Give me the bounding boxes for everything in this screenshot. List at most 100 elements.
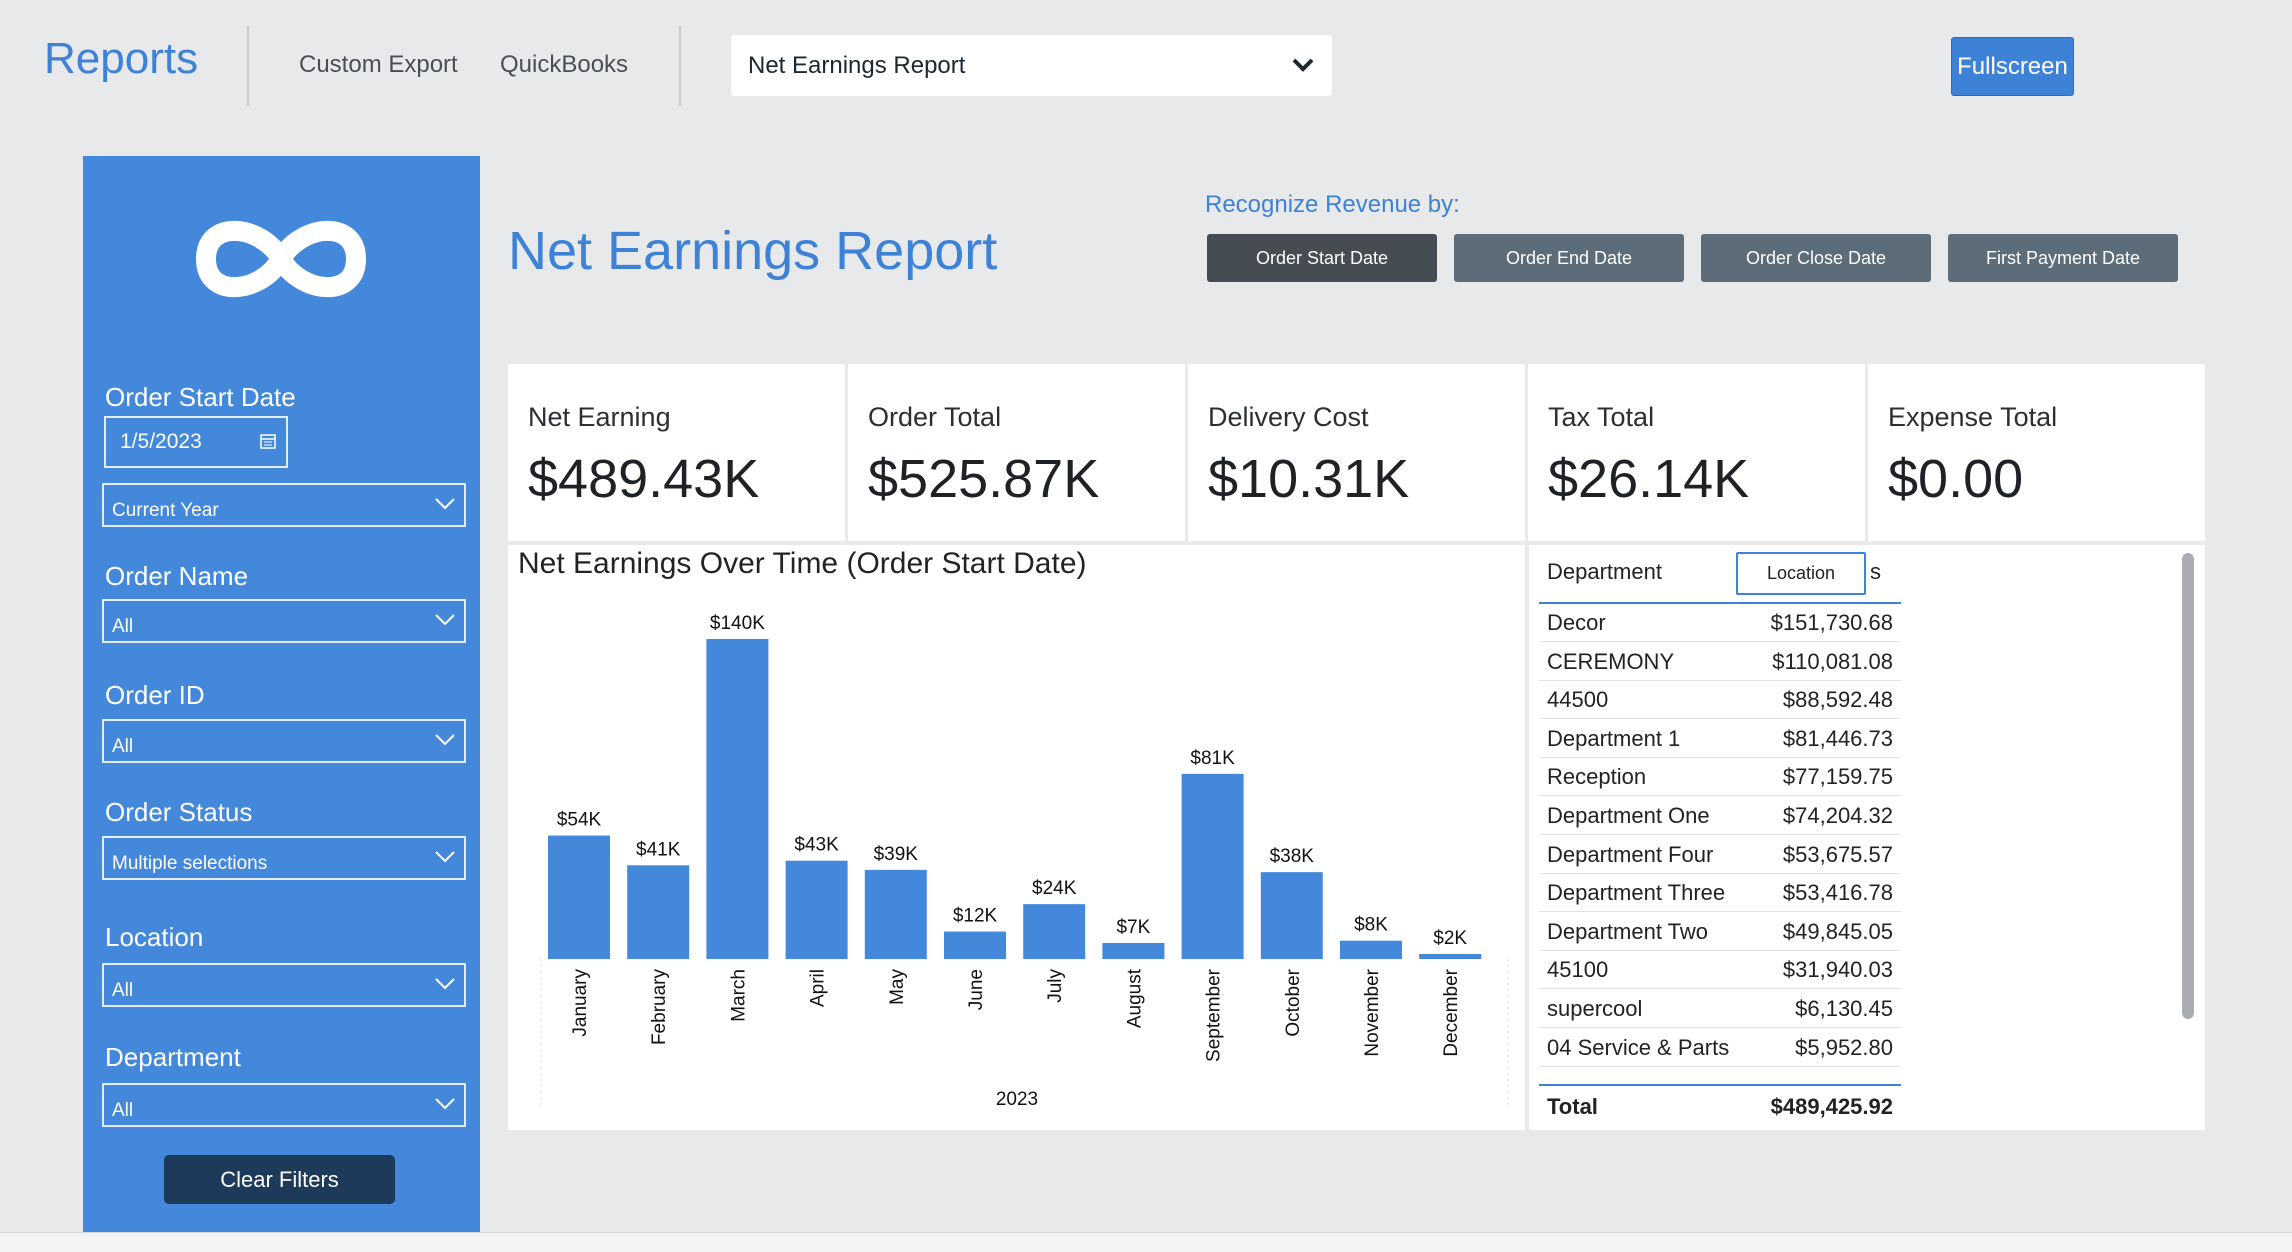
x-tick-label: March bbox=[728, 969, 749, 1022]
table-total-row: Total $489,425.92 bbox=[1539, 1084, 1901, 1130]
bar-data-label: $8K bbox=[1354, 915, 1388, 936]
recognize-first-payment-date-button[interactable]: First Payment Date bbox=[1948, 234, 2178, 282]
bar-january[interactable] bbox=[548, 835, 610, 959]
chevron-down-icon bbox=[435, 734, 455, 746]
header-divider bbox=[1539, 602, 1901, 604]
chevron-down-icon bbox=[435, 851, 455, 863]
nav-link-quickbooks[interactable]: QuickBooks bbox=[500, 51, 629, 78]
fullscreen-button[interactable]: Fullscreen bbox=[1951, 37, 2074, 96]
brand-title[interactable]: Reports bbox=[44, 34, 199, 83]
calendar-icon[interactable] bbox=[260, 433, 276, 449]
department-label: Department bbox=[105, 1042, 241, 1072]
kpi-label: Order Total bbox=[868, 402, 1002, 432]
bar-data-label: $81K bbox=[1190, 748, 1235, 769]
table-row[interactable]: Reception $77,159.75 bbox=[1539, 758, 1901, 797]
chevron-down-icon bbox=[435, 1098, 455, 1110]
row-net-earning-value: $110,081.08 bbox=[1772, 648, 1893, 674]
table-row[interactable]: Decor $151,730.68 bbox=[1539, 604, 1901, 642]
bar-july[interactable] bbox=[1023, 904, 1086, 959]
report-select[interactable]: Net Earnings Report bbox=[731, 35, 1332, 96]
order-status-value: Multiple selections bbox=[112, 853, 268, 874]
nav-divider bbox=[247, 26, 249, 106]
nav-link-custom-export[interactable]: Custom Export bbox=[299, 51, 458, 78]
row-net-earning-value: $31,940.03 bbox=[1782, 957, 1893, 983]
bar-data-label: $2K bbox=[1433, 928, 1467, 949]
row-department-name: Reception bbox=[1547, 764, 1647, 790]
bar-may[interactable] bbox=[864, 869, 927, 959]
bar-october[interactable] bbox=[1260, 872, 1323, 959]
row-department-name: 44500 bbox=[1547, 687, 1609, 713]
x-tick-label: April bbox=[808, 969, 829, 1007]
chart-title: Net Earnings Over Time (Order Start Date… bbox=[518, 547, 1087, 580]
net-earnings-chart-panel: $54K January $41K February $140K March $43K Apr… bbox=[508, 545, 1525, 1130]
bar-data-label: $54K bbox=[557, 810, 602, 831]
row-net-earning-value: $88,592.48 bbox=[1782, 687, 1893, 713]
bar-march[interactable] bbox=[706, 639, 769, 959]
order-id-dropdown[interactable]: All bbox=[102, 719, 466, 763]
bar-november[interactable] bbox=[1340, 940, 1402, 959]
row-net-earning-value: $6,130.45 bbox=[1795, 996, 1893, 1021]
table-row[interactable]: Department 1 $81,446.73 bbox=[1539, 720, 1901, 758]
date-range-dropdown[interactable]: Current Year bbox=[102, 483, 466, 527]
recognize-order-start-date-button[interactable]: Order Start Date bbox=[1207, 234, 1437, 282]
clear-filters-button[interactable]: Clear Filters bbox=[164, 1155, 395, 1204]
order-start-date-input[interactable]: 1/5/2023 bbox=[104, 416, 288, 468]
column-header-department[interactable]: Department bbox=[1547, 559, 1662, 584]
department-dropdown[interactable]: All bbox=[102, 1083, 466, 1127]
bar-data-label: $140K bbox=[710, 613, 765, 634]
table-row[interactable]: 44500 $88,592.48 bbox=[1539, 681, 1901, 720]
order-status-dropdown[interactable]: Multiple selections bbox=[102, 836, 466, 880]
bar-data-label: $41K bbox=[636, 839, 681, 860]
nav-divider bbox=[679, 26, 681, 106]
row-department-name: Department One bbox=[1547, 803, 1710, 828]
table-row[interactable]: Department One $74,204.32 bbox=[1539, 797, 1901, 835]
total-label: Total bbox=[1547, 1094, 1598, 1119]
table-row[interactable]: Department Four $53,675.57 bbox=[1539, 836, 1901, 874]
table-row[interactable]: 04 Service & Parts $5,952.80 bbox=[1539, 1029, 1901, 1067]
row-net-earning-value: $53,416.78 bbox=[1782, 880, 1893, 906]
kpi-card-order-total: Order Total $525.87K bbox=[848, 364, 1185, 541]
recognize-order-close-date-button[interactable]: Order Close Date bbox=[1701, 234, 1931, 282]
order-name-label: Order Name bbox=[105, 561, 249, 591]
kpi-card-delivery-cost: Delivery Cost $10.31K bbox=[1188, 364, 1525, 541]
bar-june[interactable] bbox=[944, 931, 1006, 959]
row-department-name: Department Three bbox=[1547, 880, 1726, 906]
bar-april[interactable] bbox=[785, 860, 848, 959]
x-tick-label: June bbox=[966, 969, 987, 1010]
x-tick-label: May bbox=[887, 969, 908, 1005]
row-net-earning-value: $151,730.68 bbox=[1770, 610, 1893, 635]
table-row[interactable]: CEREMONY $110,081.08 bbox=[1539, 643, 1901, 681]
page-title: Net Earnings Report bbox=[508, 221, 998, 281]
location-dropdown[interactable]: All bbox=[102, 963, 466, 1007]
kpi-label: Expense Total bbox=[1888, 402, 2058, 432]
row-net-earning-value: $5,952.80 bbox=[1795, 1034, 1893, 1060]
order-id-label: Order ID bbox=[105, 680, 205, 710]
location-value: All bbox=[112, 980, 134, 1001]
chevron-down-icon bbox=[435, 978, 455, 990]
row-department-name: Decor bbox=[1547, 610, 1606, 635]
table-row[interactable]: supercool $6,130.45 bbox=[1539, 990, 1901, 1028]
kpi-value: $0.00 bbox=[1888, 449, 2024, 509]
recognize-order-end-date-button[interactable]: Order End Date bbox=[1454, 234, 1684, 282]
bottom-strip bbox=[0, 1232, 2292, 1252]
bar-august[interactable] bbox=[1102, 943, 1165, 959]
row-department-name: Department Four bbox=[1547, 841, 1714, 867]
recognize-revenue-label: Recognize Revenue by: bbox=[1205, 191, 1460, 218]
table-row[interactable]: Department Two $49,845.05 bbox=[1539, 913, 1901, 951]
kpi-value: $10.31K bbox=[1208, 449, 1410, 509]
date-range-value: Current Year bbox=[112, 500, 219, 521]
order-start-date-value: 1/5/2023 bbox=[120, 430, 202, 453]
x-tick-label: December bbox=[1441, 968, 1462, 1056]
table-row[interactable]: Department Three $53,416.78 bbox=[1539, 874, 1901, 913]
bar-february[interactable] bbox=[627, 865, 690, 959]
location-toggle-button[interactable]: Location bbox=[1736, 552, 1866, 595]
row-net-earning-value: $74,204.32 bbox=[1782, 803, 1893, 828]
table-scrollbar[interactable] bbox=[2182, 553, 2194, 1019]
bar-september[interactable] bbox=[1181, 773, 1244, 959]
column-header-partial: s bbox=[1870, 559, 1881, 584]
bar-december[interactable] bbox=[1419, 954, 1482, 959]
x-tick-label: January bbox=[570, 969, 591, 1037]
x-tick-label: October bbox=[1283, 968, 1304, 1036]
order-name-dropdown[interactable]: All bbox=[102, 599, 466, 643]
table-row[interactable]: 45100 $31,940.03 bbox=[1539, 951, 1901, 990]
